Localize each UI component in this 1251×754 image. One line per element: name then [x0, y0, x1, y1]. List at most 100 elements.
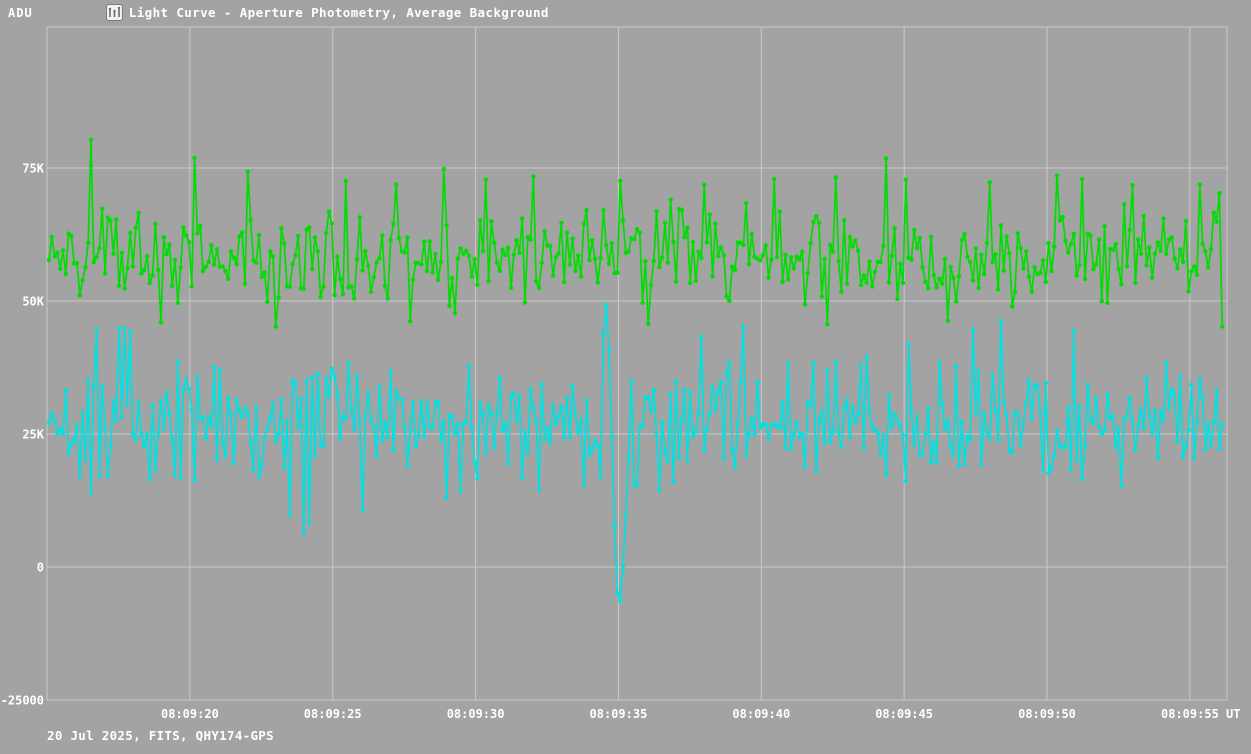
series-green-point — [189, 284, 194, 289]
series-cyan-point — [1192, 456, 1197, 461]
series-cyan-point — [69, 442, 74, 447]
series-green-point — [724, 294, 729, 299]
series-green-point — [83, 265, 88, 270]
series-cyan-point — [914, 414, 920, 419]
series-green-point — [573, 268, 578, 273]
series-green-point — [620, 218, 626, 223]
series-green-point — [450, 276, 455, 281]
series-cyan-point — [937, 360, 942, 365]
series-green-point — [388, 238, 393, 243]
series-green-point — [1194, 272, 1200, 278]
series-green-point — [220, 264, 225, 269]
series-green-point — [598, 255, 603, 261]
series-green-point — [951, 275, 956, 281]
series-cyan-point — [884, 472, 889, 477]
series-green-point — [828, 242, 833, 248]
series-green-point — [668, 197, 673, 202]
series-cyan-point — [357, 419, 362, 425]
series-green-point — [1124, 264, 1130, 269]
series-cyan-point — [774, 422, 780, 428]
series-green-point — [998, 223, 1004, 228]
series-green-point — [164, 252, 169, 257]
series-green-point — [357, 215, 362, 220]
series-green-point — [517, 250, 522, 256]
series-green-point — [886, 280, 892, 285]
series-green-point — [791, 266, 796, 271]
series-cyan-point — [912, 442, 917, 447]
series-green-point — [1172, 256, 1177, 261]
series-cyan-point — [548, 440, 553, 445]
x-tick-label: 08:09:55 — [1161, 707, 1219, 721]
series-green-point — [1161, 216, 1166, 221]
series-green-point — [576, 253, 581, 258]
series-green-point — [746, 262, 752, 267]
series-green-point — [982, 272, 987, 277]
series-green-point — [147, 280, 152, 286]
series-green-point — [900, 280, 906, 286]
series-cyan-point — [402, 424, 407, 429]
series-green-point — [475, 282, 480, 287]
series-cyan-point — [189, 407, 194, 412]
series-cyan-point — [478, 401, 483, 406]
series-cyan-point — [1186, 427, 1191, 433]
series-cyan-point — [786, 361, 791, 366]
series-cyan-point — [1122, 417, 1127, 422]
series-green-point — [954, 299, 959, 304]
series-cyan-point — [1049, 465, 1054, 470]
series-cyan-point — [312, 453, 318, 459]
series-green-point — [1127, 227, 1133, 233]
series-cyan-point — [494, 409, 500, 415]
series-green-point — [268, 249, 273, 254]
series-green-point — [1138, 251, 1144, 256]
series-green-point — [1071, 231, 1077, 236]
series-green-point — [472, 257, 477, 262]
series-green-point — [816, 220, 822, 226]
series-cyan-point — [1175, 439, 1180, 444]
series-green-point — [122, 286, 127, 291]
series-cyan-point — [511, 391, 516, 396]
series-green-point — [867, 259, 872, 264]
series-cyan-point — [335, 392, 340, 397]
series-cyan-point — [469, 425, 474, 431]
series-green-point — [1099, 299, 1105, 304]
series-green-point — [763, 243, 768, 248]
series-cyan-point — [394, 389, 399, 394]
series-cyan-point — [864, 354, 869, 360]
series-cyan-point — [259, 462, 264, 467]
series-cyan-point — [178, 475, 183, 480]
series-green-point — [892, 226, 897, 231]
series-cyan-point — [746, 431, 752, 437]
series-cyan-point — [100, 384, 105, 389]
series-cyan-point — [811, 360, 816, 365]
series-green-point — [251, 258, 256, 263]
series-cyan-point — [94, 327, 99, 332]
series-cyan-point — [920, 452, 925, 457]
series-cyan-point — [1197, 376, 1203, 381]
series-green-point — [1015, 231, 1020, 236]
window-titlebar[interactable]: Light Curve - Aperture Photometry, Avera… — [48, 3, 549, 21]
series-green-point — [377, 256, 382, 261]
series-cyan-point — [83, 457, 88, 462]
series-cyan-point — [1220, 422, 1225, 427]
series-cyan-point — [371, 425, 376, 430]
series-green-point — [158, 320, 164, 325]
series-green-point — [1046, 240, 1051, 246]
series-cyan-point — [1161, 417, 1166, 422]
series-cyan-point — [307, 520, 312, 525]
series-cyan-point — [349, 407, 354, 412]
series-green-point — [380, 233, 385, 238]
series-green-point — [203, 264, 208, 270]
series-green-point — [713, 221, 718, 226]
series-green-point — [581, 221, 586, 227]
series-green-point — [254, 260, 259, 265]
series-green-point — [181, 225, 186, 230]
series-green-point — [273, 324, 278, 329]
series-cyan-point — [119, 414, 125, 420]
series-green-point — [1208, 246, 1214, 252]
series-cyan-point — [763, 422, 768, 428]
series-cyan-point — [802, 464, 808, 470]
series-cyan-point — [466, 363, 472, 368]
series-green-point — [259, 274, 264, 280]
series-green-point — [270, 254, 276, 259]
series-cyan-point — [399, 397, 404, 402]
